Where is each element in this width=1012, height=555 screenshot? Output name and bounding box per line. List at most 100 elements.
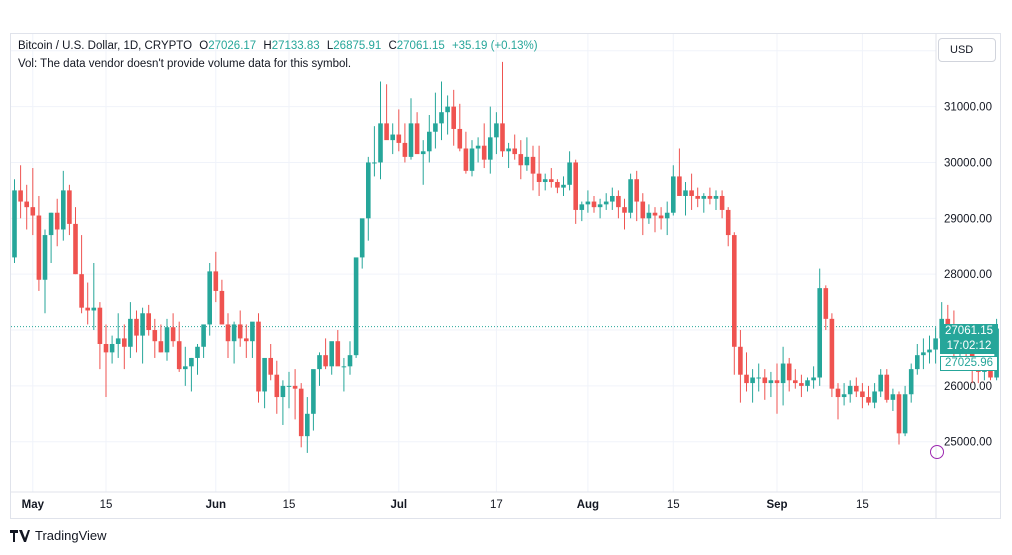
x-tick-label: 15 [100, 499, 113, 511]
tradingview-logo[interactable]: TradingView [10, 528, 107, 543]
candle-body [451, 106, 456, 129]
candle-body [79, 274, 84, 308]
candle-body [524, 156, 530, 166]
candle-body [689, 190, 694, 196]
candle-body [237, 324, 243, 339]
candle-body [122, 338, 127, 347]
candle-body [48, 212, 54, 236]
candle-body [707, 195, 713, 199]
candle-body [573, 162, 578, 210]
candle-body [481, 145, 487, 160]
candle-body [347, 355, 353, 367]
candle-body [744, 374, 749, 384]
candle-body [225, 324, 231, 342]
candle-body [555, 182, 560, 188]
candle-body [73, 223, 78, 275]
candle-body [585, 201, 591, 205]
candle-body [408, 123, 414, 157]
candle-body [512, 148, 517, 155]
candle-body [725, 209, 731, 236]
candle-body [622, 207, 627, 213]
candle-body [384, 123, 389, 141]
candle-body [701, 195, 707, 199]
candle-body [256, 321, 261, 392]
candle-body [841, 394, 847, 398]
candle-body [109, 343, 115, 353]
candle-body [164, 327, 170, 353]
candle-body [457, 128, 463, 149]
prev-close-tag: 27025.96 [940, 356, 998, 371]
candle-body [353, 257, 359, 356]
candle-body [713, 195, 719, 199]
candle-body [140, 313, 145, 336]
candle-body [860, 391, 865, 398]
candle-body [176, 341, 182, 370]
countdown-tag: 17:02:12 [940, 339, 998, 354]
candle-body [616, 195, 621, 208]
legend-ohlc: Bitcoin / U.S. Dollar, 1D, CRYPTO O27026… [18, 40, 538, 52]
candle-body [610, 195, 615, 202]
candle-body [786, 363, 792, 381]
candle-body [469, 148, 475, 171]
candle-body [292, 385, 298, 389]
symbol-title[interactable]: Bitcoin / U.S. Dollar, 1D, CRYPTO [18, 40, 193, 52]
x-tick-label: Jun [206, 499, 226, 511]
candle-body [799, 383, 804, 386]
candle-body [646, 212, 652, 219]
candle-body [500, 123, 505, 152]
candle-body [567, 162, 572, 185]
candle-body [298, 388, 304, 437]
candle-body [103, 343, 109, 353]
candle-body [372, 162, 377, 164]
candle-body [866, 397, 871, 403]
candle-body [921, 352, 926, 356]
candle-body [158, 341, 164, 353]
low-label: L [326, 40, 334, 52]
candle-body [201, 324, 206, 347]
candle-body [671, 176, 676, 213]
candle-body [591, 201, 597, 208]
close-label: C [388, 40, 397, 52]
candle-body [677, 176, 682, 196]
candle-body [250, 321, 255, 342]
candle-body [738, 346, 743, 375]
candle-body [280, 385, 286, 398]
candlestick-chart[interactable]: 25000.0026000.0027000.0028000.0029000.00… [11, 34, 1000, 518]
chart-frame: 25000.0026000.0027000.0028000.0029000.00… [10, 33, 1001, 519]
candle-body [549, 179, 554, 183]
x-tick-label: 15 [667, 499, 680, 511]
candle-body [231, 324, 237, 342]
candle-body [908, 369, 914, 395]
candle-body [359, 218, 365, 258]
candle-body [915, 355, 920, 370]
candle-body [134, 318, 139, 336]
event-marker-icon[interactable] [930, 445, 944, 459]
candle-body [305, 413, 310, 437]
candle-body [268, 357, 273, 375]
y-tick-label: 31000.00 [944, 102, 992, 114]
candle-body [640, 201, 646, 219]
candle-body [927, 349, 932, 353]
candle-body [189, 357, 194, 367]
candle-body [872, 391, 877, 403]
close-value: 27061.15 [396, 40, 445, 52]
candle-body [329, 341, 334, 367]
candle-body [183, 366, 188, 370]
x-tick-label: 17 [490, 499, 503, 511]
candle-body [439, 112, 444, 124]
currency-button[interactable]: USD [938, 38, 996, 62]
candle-body [445, 106, 450, 113]
candle-body [847, 385, 853, 395]
candle-body [420, 151, 426, 155]
candle-body [597, 204, 603, 208]
candle-body [579, 204, 585, 210]
candle-body [475, 145, 481, 149]
candle-body [152, 330, 158, 342]
candle-body [115, 338, 121, 344]
candle-body [817, 288, 822, 378]
candle-body [652, 212, 658, 216]
x-tick-label: May [22, 499, 45, 511]
x-tick-label: Aug [577, 499, 599, 511]
candle-body [244, 338, 249, 342]
last-price-tag: 27061.15 [940, 324, 998, 339]
